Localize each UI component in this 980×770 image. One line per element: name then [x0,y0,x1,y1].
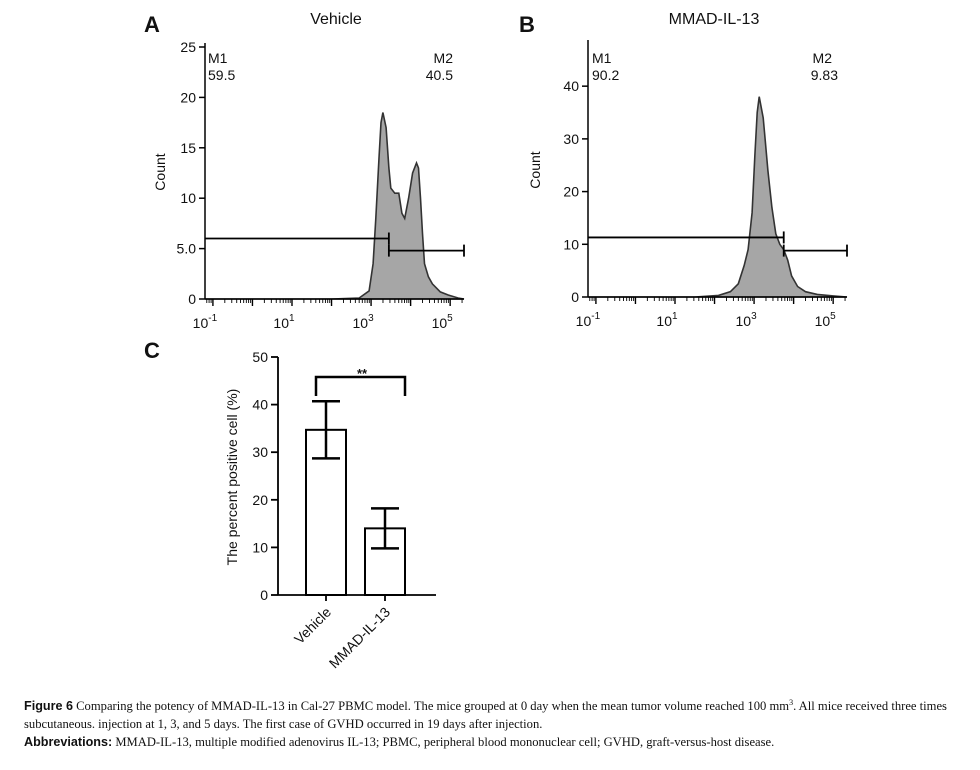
panel-b-gate-m1-name: M1 [592,50,612,66]
panel-b-ticks [582,85,846,304]
panel-c-y-axis-label: The percent positive cell (%) [224,389,240,566]
panel-b-y-tick-label: 40 [563,78,579,94]
panel-c-y-tick-label: 40 [252,397,268,413]
panel-b-y-axis-label: Count [527,151,543,188]
panel-c-ticks [271,356,386,601]
panel-a-gate-m1-value: 59.5 [208,67,235,83]
panel-c-y-tick-label: 50 [252,349,268,365]
panel-b-y-tick-label: 0 [571,289,579,305]
panel-a-y-tick-label: 15 [180,140,196,156]
panel-c-y-tick-labels: 0 10 20 30 40 50 [252,349,268,603]
caption-text: Comparing the potency of MMAD-IL-13 in C… [76,699,790,713]
panel-c-y-tick-label: 10 [252,539,268,555]
caption-abbreviations-text: MMAD-IL-13, multiple modified adenovirus… [115,735,775,749]
caption-superscript: 3 [789,697,794,707]
panel-a-ticks [199,46,463,306]
caption-abbreviations: Abbreviations: MMAD-IL-13, multiple modi… [24,733,969,751]
panel-b-y-tick-label: 10 [563,236,579,252]
panel-b-x-tick-labels: 10-1 101 103 105 [576,311,837,329]
panel-b-gate-m1-value: 90.2 [592,67,619,83]
panel-c-letter: C [144,338,160,363]
panel-a-x-tick-label: 101 [273,313,295,331]
caption-abbreviations-label: Abbreviations: [24,735,113,749]
panel-a-y-tick-label: 5.0 [177,241,197,257]
panel-a-y-tick-label: 0 [188,291,196,307]
caption-figure-label: Figure 6 [24,699,73,713]
panel-a-y-tick-label: 25 [180,39,196,55]
panel-b-x-tick-label: 101 [656,311,678,329]
panel-a-x-tick-label: 105 [432,313,454,331]
panel-b-gates [588,231,848,257]
figure-caption: Figure 6 Comparing the potency of MMAD-I… [24,697,969,751]
panel-a-y-tick-label: 20 [180,89,196,105]
panel-c-category-label: MMAD-IL-13 [326,604,394,672]
panel-b-x-tick-label: 10-1 [576,311,601,329]
panel-b-letter: B [519,12,535,37]
panel-a-y-axis-label: Count [152,153,168,190]
panel-c-significance-label: ** [357,366,368,381]
panel-b-y-tick-labels: 0 10 20 30 40 [563,78,579,305]
panel-b-gate-m2-name: M2 [813,50,833,66]
panel-a-y-tick-labels: 0 5.0 10 15 20 25 [177,39,197,307]
panel-a-x-tick-label: 103 [353,313,375,331]
panel-a-gate-m2-value: 40.5 [426,67,453,83]
panel-a-letter: A [144,12,160,37]
panel-b-y-tick-label: 30 [563,131,579,147]
panel-a-x-tick-label: 10-1 [193,313,218,331]
panel-b-x-tick-label: 103 [736,311,758,329]
panel-c-category-label: Vehicle [291,604,334,647]
panel-c-significance-bracket [314,375,407,396]
caption-text-continued: . All mice received three times subcutan… [24,699,947,731]
panel-c-bar-chart: C The percent positive cell (%) 0 10 20 30 4… [144,338,436,671]
panel-c-y-tick-label: 20 [252,492,268,508]
panel-a-histogram-curve [205,112,465,300]
panel-b-histogram-curve [588,96,848,298]
panel-b-y-tick-label: 20 [563,184,579,200]
panel-a-y-tick-label: 10 [180,190,196,206]
panel-b-x-tick-label: 105 [815,311,837,329]
panel-a-gates [205,232,465,257]
panel-a-gate-m2-name: M2 [434,50,454,66]
panel-b-gate-m2-value: 9.83 [811,67,838,83]
panel-a-gate-m1-name: M1 [208,50,228,66]
caption-paragraph: Figure 6 Comparing the potency of MMAD-I… [24,697,969,733]
panel-a-x-tick-labels: 10-1 101 103 105 [193,313,454,331]
panel-b-title: MMAD-IL-13 [669,11,760,28]
panel-c-y-tick-label: 30 [252,444,268,460]
panel-c-bars [305,428,406,596]
panel-c-y-tick-label: 0 [260,587,268,603]
panel-a-title: Vehicle [310,11,362,28]
panel-c-error-bars [312,400,399,550]
